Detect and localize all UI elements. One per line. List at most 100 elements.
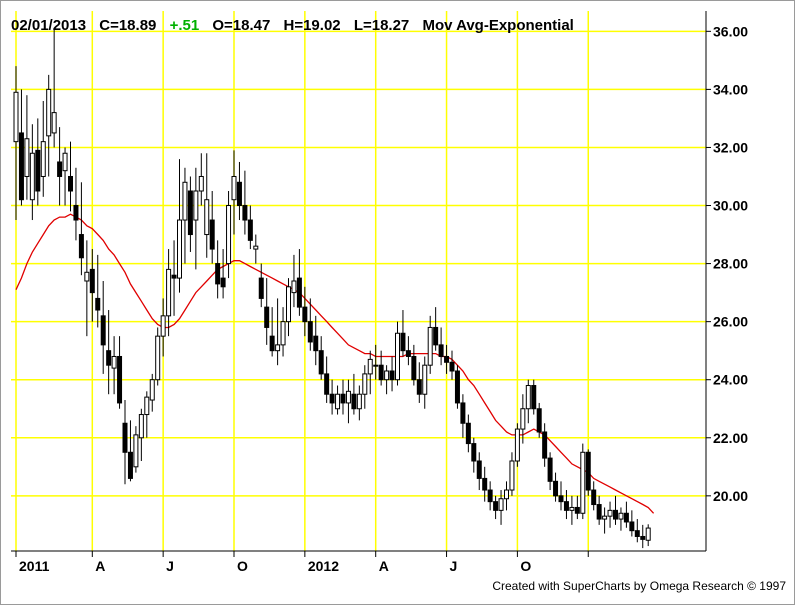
candle [395, 321, 400, 386]
candle-body-down [531, 385, 537, 410]
candle [95, 254, 101, 328]
candle-body-down [247, 219, 253, 241]
candle-body-down [35, 149, 41, 192]
candle [640, 524, 646, 549]
candle [607, 501, 613, 528]
candle [645, 524, 651, 547]
candle-body-up [367, 358, 373, 375]
candle-body-up [253, 245, 259, 250]
candle [133, 426, 139, 473]
candle [204, 153, 210, 258]
candle-body-down [264, 306, 270, 328]
candle-body-up [618, 512, 624, 520]
candle-body-down [89, 268, 95, 294]
candle-body-up [24, 138, 30, 177]
indicator-name: Mov Avg-Exponential [422, 17, 573, 34]
candle [160, 298, 166, 357]
candle-body-down [106, 350, 112, 366]
candle-body-down [78, 234, 84, 259]
candle-body-up [275, 344, 281, 352]
candle-body-down [269, 335, 275, 352]
candle [296, 249, 302, 316]
candle-body-up [144, 396, 150, 416]
candle [275, 298, 281, 366]
candle-body-down [73, 205, 79, 221]
candle-body-up [280, 321, 286, 346]
candle-body-down [389, 370, 395, 381]
candle [78, 182, 84, 276]
candle-body-down [416, 379, 422, 395]
moving-average-layer [15, 213, 655, 514]
candle-body-up [62, 152, 68, 172]
candle-body-up [362, 373, 368, 395]
y-axis: 20.00 22.00 24.00 26.00 28.00 30.00 32.00 34.00… [706, 23, 748, 504]
candle [367, 350, 373, 395]
candle [602, 507, 608, 534]
candle-body-down [574, 506, 580, 514]
candle [62, 147, 68, 206]
candle [444, 344, 450, 374]
candle-body-up [160, 315, 166, 337]
candle [416, 362, 422, 403]
candle [449, 350, 455, 380]
candle [531, 379, 537, 415]
candle-body-up [177, 219, 182, 279]
candle [171, 240, 177, 316]
candle-body-down [487, 489, 493, 503]
candle [324, 356, 330, 403]
candle [427, 315, 433, 374]
candle-body-down [591, 489, 597, 506]
candle [378, 350, 384, 386]
candle [166, 249, 172, 337]
candle-body-up [29, 152, 35, 201]
candle [356, 385, 362, 421]
candle [198, 153, 204, 206]
y-tick-label: 20.00 [713, 488, 748, 504]
candle-body-up [155, 335, 161, 381]
candle-body-down [302, 306, 308, 323]
candle [536, 402, 542, 438]
candle [335, 385, 341, 415]
x-tick-label: J [450, 558, 458, 574]
candle [13, 66, 19, 221]
candle-body-up [291, 280, 297, 294]
candle [438, 327, 444, 366]
candle-body-down [553, 480, 559, 497]
candle [580, 443, 586, 520]
candle [613, 495, 618, 525]
candle-body-down [220, 277, 226, 288]
candle [68, 141, 73, 212]
candle-body-down [536, 408, 542, 433]
candle [264, 278, 270, 345]
candle [138, 408, 144, 461]
candle [405, 336, 411, 366]
candle-body-up [193, 190, 199, 221]
candle-body-down [438, 344, 444, 357]
candle [177, 159, 182, 293]
candle [454, 365, 460, 409]
candle [509, 452, 515, 496]
candle [351, 373, 357, 415]
candle [122, 400, 128, 485]
candle [226, 191, 232, 279]
y-tick-label: 28.00 [713, 256, 748, 272]
candle-body-up [384, 370, 390, 381]
candle [51, 28, 57, 148]
y-tick-label: 22.00 [713, 430, 748, 446]
candle [73, 167, 79, 241]
candle [591, 481, 597, 511]
candle [313, 315, 319, 366]
candle-body-down [340, 393, 346, 404]
y-tick-label: 32.00 [713, 139, 748, 155]
candle-body-up [525, 385, 531, 410]
candle [84, 240, 90, 337]
candle [629, 510, 635, 537]
candle [280, 307, 286, 357]
candle-body-down [378, 364, 384, 381]
candle-body-up [138, 414, 144, 439]
candle [558, 481, 564, 511]
quote-date: 02/01/2013 [11, 17, 86, 34]
candle [596, 495, 602, 525]
